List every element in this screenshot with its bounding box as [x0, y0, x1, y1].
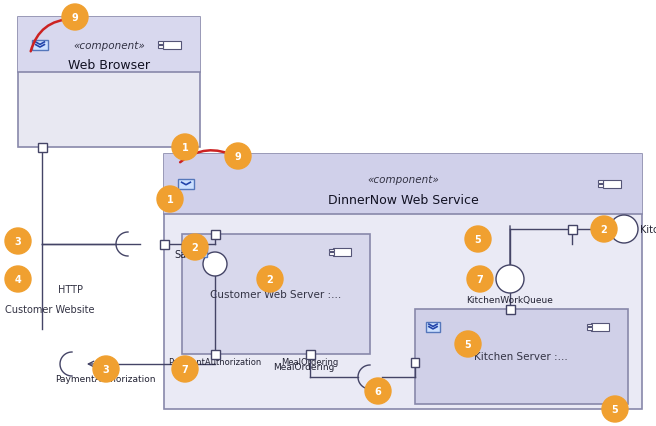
- FancyBboxPatch shape: [426, 322, 440, 332]
- Ellipse shape: [172, 135, 198, 161]
- Ellipse shape: [602, 396, 628, 422]
- Text: 3: 3: [102, 364, 110, 374]
- FancyBboxPatch shape: [598, 181, 603, 184]
- FancyBboxPatch shape: [163, 42, 181, 50]
- Ellipse shape: [5, 266, 31, 292]
- FancyBboxPatch shape: [306, 350, 314, 359]
- Text: 7: 7: [477, 274, 483, 284]
- Text: MealOrdering: MealOrdering: [281, 357, 338, 366]
- FancyBboxPatch shape: [592, 323, 609, 331]
- Text: Kitchen Server :...: Kitchen Server :...: [474, 351, 568, 361]
- Text: 5: 5: [611, 404, 619, 414]
- FancyBboxPatch shape: [182, 234, 370, 354]
- FancyBboxPatch shape: [211, 230, 220, 239]
- Text: 5: 5: [464, 339, 472, 349]
- Ellipse shape: [455, 331, 481, 357]
- Ellipse shape: [182, 234, 208, 260]
- FancyBboxPatch shape: [18, 18, 200, 73]
- FancyBboxPatch shape: [211, 350, 220, 359]
- Text: Customer Web Server :...: Customer Web Server :...: [211, 289, 342, 299]
- Text: 2: 2: [266, 274, 274, 284]
- Text: Customer Website: Customer Website: [5, 304, 94, 314]
- Text: Kitchen Website: Kitchen Website: [640, 225, 656, 234]
- Ellipse shape: [257, 266, 283, 292]
- Ellipse shape: [365, 378, 391, 404]
- Ellipse shape: [157, 187, 183, 213]
- Ellipse shape: [610, 216, 638, 243]
- Ellipse shape: [225, 144, 251, 170]
- Ellipse shape: [591, 216, 617, 242]
- Text: 3: 3: [14, 236, 22, 246]
- FancyBboxPatch shape: [164, 155, 642, 215]
- FancyBboxPatch shape: [329, 249, 334, 251]
- Text: MealOrdering: MealOrdering: [274, 363, 335, 371]
- Text: 4: 4: [14, 274, 22, 284]
- FancyBboxPatch shape: [411, 358, 419, 367]
- Text: 5: 5: [475, 234, 482, 245]
- Text: 6: 6: [375, 386, 381, 396]
- Text: HTTP: HTTP: [58, 284, 83, 294]
- Text: PaymentAuthorization: PaymentAuthorization: [55, 374, 155, 383]
- Text: Web Browser: Web Browser: [68, 59, 150, 72]
- Text: «component»: «component»: [367, 175, 439, 184]
- Text: Sales: Sales: [174, 249, 200, 259]
- Ellipse shape: [172, 356, 198, 382]
- FancyBboxPatch shape: [603, 180, 621, 189]
- FancyBboxPatch shape: [598, 185, 603, 187]
- Text: DinnerNow Web Service: DinnerNow Web Service: [327, 193, 478, 206]
- FancyBboxPatch shape: [586, 324, 592, 326]
- Text: «component»: «component»: [73, 41, 145, 51]
- FancyBboxPatch shape: [506, 305, 514, 314]
- FancyBboxPatch shape: [193, 248, 207, 257]
- FancyBboxPatch shape: [18, 18, 200, 148]
- Text: PaymentAuthorization: PaymentAuthorization: [169, 357, 262, 366]
- Ellipse shape: [465, 227, 491, 253]
- FancyBboxPatch shape: [329, 253, 334, 255]
- Text: 7: 7: [182, 364, 188, 374]
- FancyBboxPatch shape: [96, 360, 104, 368]
- Ellipse shape: [467, 266, 493, 292]
- Ellipse shape: [93, 356, 119, 382]
- FancyBboxPatch shape: [159, 240, 169, 249]
- FancyBboxPatch shape: [415, 309, 628, 404]
- FancyBboxPatch shape: [164, 155, 642, 409]
- FancyBboxPatch shape: [333, 248, 350, 256]
- Text: KitchenWorkQueue: KitchenWorkQueue: [466, 295, 554, 304]
- Text: 2: 2: [601, 225, 607, 234]
- Text: 1: 1: [167, 195, 173, 204]
- Text: 9: 9: [235, 152, 241, 161]
- Text: 9: 9: [72, 13, 78, 23]
- FancyBboxPatch shape: [37, 143, 47, 152]
- Ellipse shape: [496, 265, 524, 294]
- FancyBboxPatch shape: [178, 179, 194, 190]
- FancyBboxPatch shape: [158, 46, 163, 49]
- FancyBboxPatch shape: [567, 225, 577, 234]
- Text: 1: 1: [182, 143, 188, 153]
- Ellipse shape: [62, 5, 88, 31]
- Ellipse shape: [5, 228, 31, 254]
- FancyBboxPatch shape: [586, 328, 592, 330]
- Ellipse shape: [203, 253, 227, 276]
- Text: 2: 2: [192, 242, 198, 253]
- FancyBboxPatch shape: [32, 41, 48, 51]
- FancyBboxPatch shape: [158, 42, 163, 45]
